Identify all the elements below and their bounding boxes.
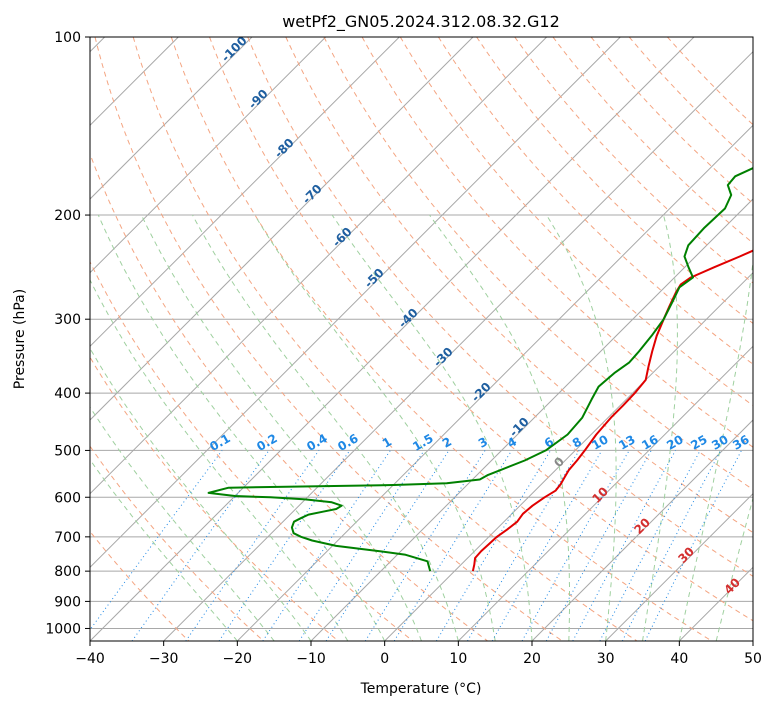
isotherm-gridline bbox=[90, 37, 621, 569]
isotherm-gridline bbox=[90, 37, 327, 274]
y-tick-label: 1000 bbox=[45, 621, 81, 637]
y-axis-label: Pressure (hPa) bbox=[12, 289, 28, 389]
temperature-profile bbox=[471, 249, 753, 572]
x-tick-label: 30 bbox=[597, 651, 615, 667]
moist-adiabat bbox=[90, 278, 349, 641]
x-tick-label: −20 bbox=[223, 651, 253, 667]
isotherm-gridline bbox=[605, 492, 753, 641]
plot-frame bbox=[89, 36, 754, 642]
x-axis-label: Temperature (°C) bbox=[360, 681, 482, 697]
isotherm-gridline bbox=[384, 271, 753, 641]
moist-adiabat bbox=[90, 347, 312, 641]
isotherm-gridline bbox=[90, 37, 400, 348]
mixing-ratio-line bbox=[521, 450, 630, 641]
mixing-ratio-line bbox=[298, 450, 425, 641]
isotherm-gridline bbox=[310, 198, 753, 641]
isotherm-gridline bbox=[531, 419, 753, 641]
isotherm-gridline bbox=[236, 124, 753, 641]
mixing-ratio-line bbox=[131, 450, 270, 641]
dewpoint-profile bbox=[207, 166, 753, 572]
mixing-ratio-line bbox=[185, 450, 320, 641]
dry-adiabat bbox=[399, 37, 753, 407]
moist-adiabat bbox=[331, 214, 533, 641]
moist-adiabat bbox=[715, 496, 753, 641]
y-tick-label: 400 bbox=[54, 386, 81, 402]
moist-adiabat bbox=[140, 214, 422, 641]
x-tick-label: 50 bbox=[744, 651, 762, 667]
axis-ticks: −40 −30 −20 −10 0 10 20 30 40 50 100 200 300 400 500 60… bbox=[45, 30, 762, 667]
plot-background bbox=[90, 37, 753, 641]
dry-adiabat bbox=[90, 445, 264, 641]
y-tick-label: 200 bbox=[54, 208, 81, 224]
moist-adiabat bbox=[678, 258, 753, 641]
dry-adiabat bbox=[247, 37, 753, 577]
moist-adiabat bbox=[429, 214, 570, 641]
y-tick-label: 900 bbox=[54, 594, 81, 610]
mixing-ratio-line bbox=[644, 450, 742, 641]
y-tick-label: 300 bbox=[54, 312, 81, 328]
chart-title: wetPf2_GN05.2024.312.08.32.G12 bbox=[282, 12, 560, 32]
x-tick-label: 0 bbox=[380, 651, 389, 667]
y-tick-label: 700 bbox=[54, 530, 81, 546]
dry-adiabat bbox=[361, 37, 753, 448]
mixing-ratio-line bbox=[572, 450, 676, 641]
y-tick-label: 500 bbox=[54, 443, 81, 459]
y-tick-label: 800 bbox=[54, 564, 81, 580]
moist-adiabat bbox=[192, 214, 459, 641]
x-tick-label: −10 bbox=[296, 651, 326, 667]
mixing-ratio-line bbox=[393, 450, 513, 641]
x-tick-label: −40 bbox=[75, 651, 105, 667]
mixing-ratio-line bbox=[325, 450, 450, 641]
mixing-ratio-line bbox=[90, 450, 223, 631]
isotherm-gridline bbox=[90, 37, 474, 421]
dry-adiabat bbox=[90, 356, 339, 641]
isotherm-gridline bbox=[163, 50, 753, 641]
y-tick-label: 600 bbox=[54, 490, 81, 506]
dry-adiabat bbox=[323, 37, 753, 491]
moist-adiabat bbox=[254, 214, 496, 641]
x-tick-label: 10 bbox=[449, 651, 467, 667]
isotherm-gridline bbox=[90, 37, 548, 495]
isotherm-gridline bbox=[90, 37, 253, 200]
dry-adiabat bbox=[170, 37, 712, 641]
x-tick-label: 20 bbox=[523, 651, 541, 667]
mixing-ratio-line bbox=[545, 450, 652, 641]
x-tick-label: −30 bbox=[149, 651, 179, 667]
dry-adiabat bbox=[132, 37, 638, 641]
x-tick-label: 40 bbox=[670, 651, 688, 667]
mixing-ratio-line bbox=[262, 450, 391, 641]
mixing-ratio-line bbox=[218, 450, 351, 641]
y-tick-label: 100 bbox=[54, 30, 81, 46]
series-layer bbox=[207, 166, 753, 572]
moist-adiabat bbox=[90, 458, 238, 641]
moist-adiabat bbox=[546, 214, 617, 641]
moist-adiabat bbox=[642, 214, 678, 641]
isotherm-gridline bbox=[457, 345, 753, 641]
isotherm-gridline bbox=[752, 640, 753, 641]
